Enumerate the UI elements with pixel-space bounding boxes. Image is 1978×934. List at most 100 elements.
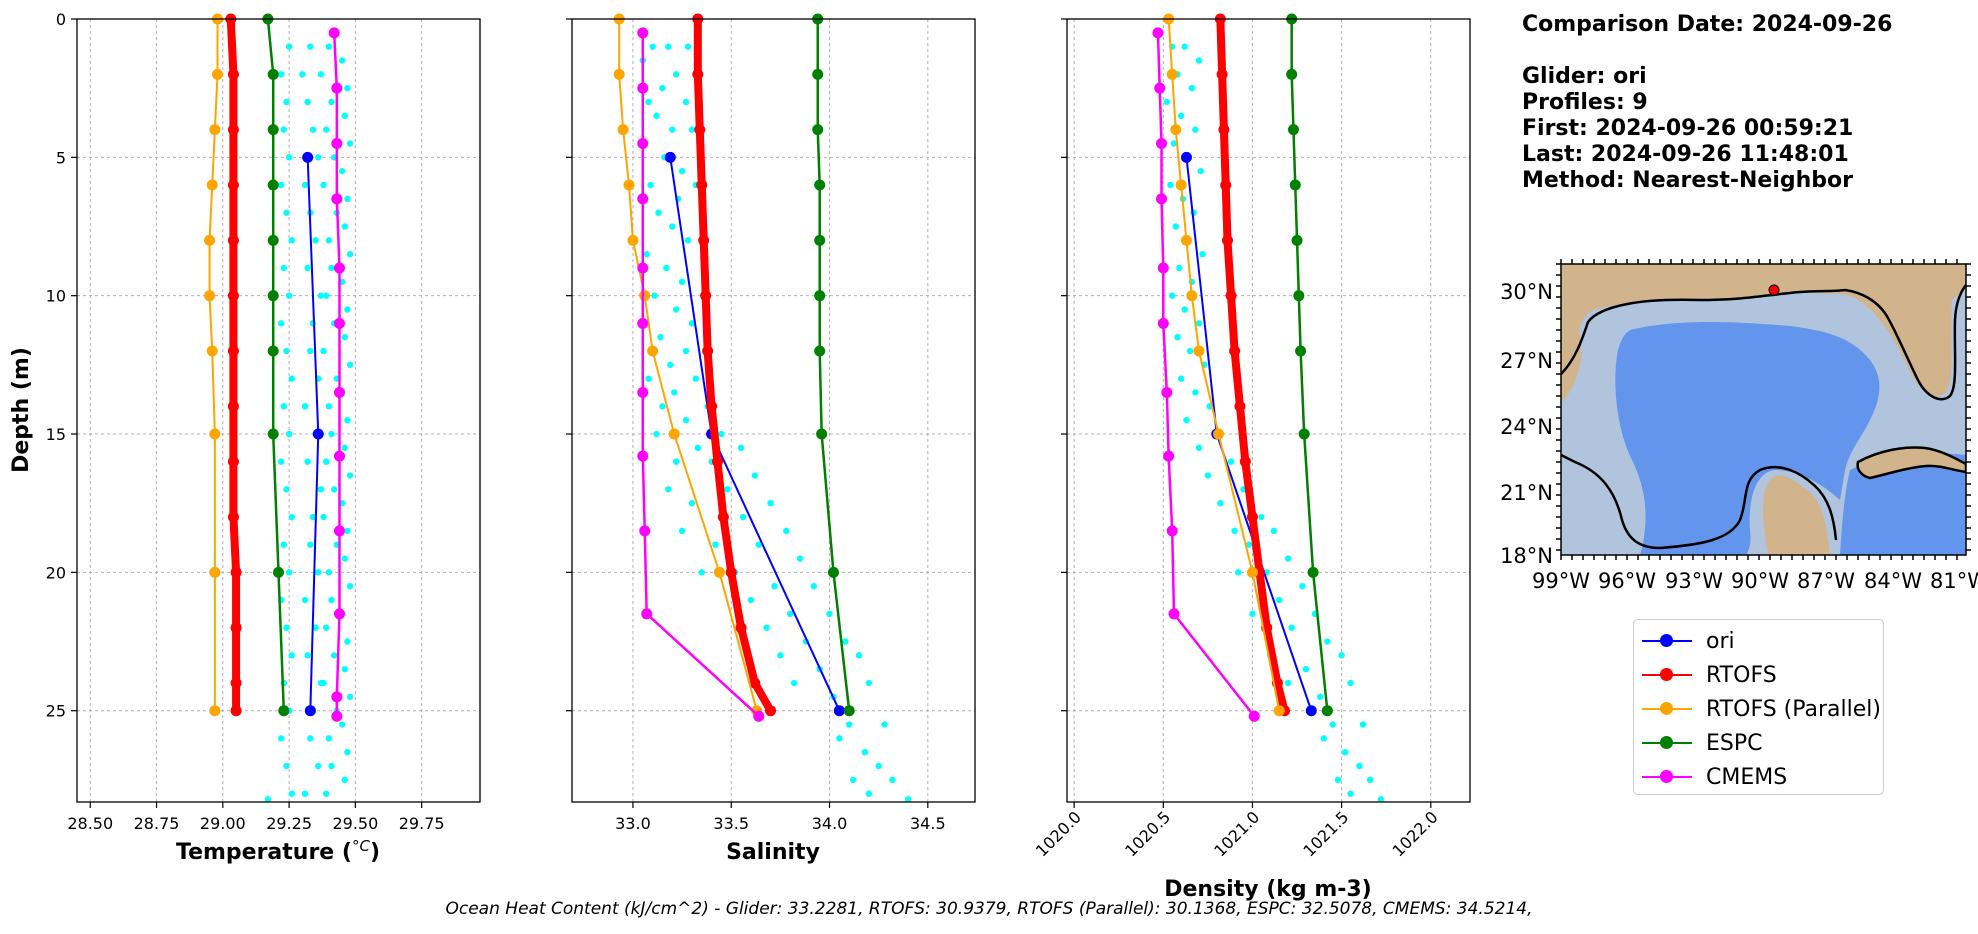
series-marker-rtofs [227, 290, 239, 302]
info-panel: Comparison Date: 2024-09-26 Glider: ori … [1522, 12, 1892, 194]
glider-sample-point [672, 458, 680, 465]
glider-sample-point [1334, 776, 1342, 784]
series-marker-cmems [1168, 608, 1180, 620]
glider-sample-point [1341, 748, 1349, 756]
glider-sample-point [304, 264, 311, 272]
depth-ytick-label: 0 [56, 10, 66, 29]
salinity-xtick-label: 34.0 [812, 814, 848, 833]
glider-sample-point [346, 140, 354, 147]
glider-sample-point [323, 624, 330, 631]
glider-sample-point [1181, 43, 1188, 50]
series-marker-rtofs-parallel [1246, 566, 1258, 578]
glider-sample-point [694, 444, 702, 452]
glider-sample-point [810, 582, 817, 590]
series-marker-cmems [637, 138, 649, 150]
series-marker-rtofs-parallel [713, 566, 725, 578]
series-marker-rtofs [696, 179, 708, 191]
series-marker-rtofs-parallel [1213, 428, 1225, 440]
map-deep-water [1615, 322, 1880, 555]
map-lon-labels: 99°W 96°W 93°W 90°W 87°W 84°W 81°W [1532, 569, 1978, 593]
glider-sample-point [1167, 181, 1174, 189]
series-marker-rtofs [698, 234, 710, 246]
glider-sample-point [341, 333, 348, 341]
glider-sample-point [341, 665, 348, 673]
legend-item-espc: ESPC [1634, 726, 1883, 760]
glider-sample-point [341, 223, 348, 230]
glider-sample-point [889, 776, 896, 784]
series-marker-espc [843, 705, 855, 717]
legend-label-cmems: CMEMS [1706, 764, 1788, 790]
glider-sample-point [682, 416, 690, 424]
glider-sample-point [875, 762, 882, 770]
glider-sample-point [344, 527, 351, 535]
temperature-xtick-label: 28.50 [67, 814, 113, 833]
glider-sample-point [1377, 796, 1385, 803]
glider-sample-point [1302, 665, 1310, 673]
density-series [1152, 13, 1333, 722]
glider-sample-point [739, 513, 747, 521]
series-line-rtofs [226, 15, 241, 715]
glider-sample-point [1204, 472, 1212, 479]
glider-sample-point [301, 790, 309, 797]
temperature-yticks: 0 5 10 15 20 25 [46, 10, 77, 721]
glider-sample-point [317, 292, 325, 299]
glider-sample-point [755, 541, 762, 548]
density-xtick-label: 1022.0 [1389, 807, 1442, 860]
series-marker-rtofs [230, 622, 242, 634]
series-marker-rtofs [227, 456, 239, 468]
glider-sample-point [1217, 499, 1224, 507]
map-cuba [1856, 446, 1966, 480]
glider-sample-point [1177, 112, 1185, 120]
glider-sample-point [283, 624, 290, 631]
lat-label-27n: 27°N [1500, 349, 1553, 373]
glider-location-marker [1768, 284, 1780, 296]
series-marker-rtofs [725, 566, 737, 578]
glider-sample-point [288, 513, 295, 521]
legend-label-espc: ESPC [1706, 730, 1763, 756]
glider-sample-point [280, 126, 288, 133]
glider-sample-point [283, 209, 290, 216]
series-marker-espc [267, 124, 279, 136]
series-marker-rtofs [735, 622, 747, 634]
glider-sample-point [865, 679, 873, 687]
glider-sample-point [688, 126, 696, 133]
series-marker-cmems [637, 82, 649, 94]
series-marker-rtofs-parallel [627, 234, 639, 246]
glider-sample-point [1186, 347, 1194, 355]
first-time: First: 2024-09-26 00:59:21 [1522, 116, 1854, 141]
legend-label-rtofs-parallel: RTOFS (Parallel) [1706, 696, 1881, 722]
glider-sample-point [836, 735, 843, 742]
glider-sample-point [288, 652, 295, 659]
glider-sample-point [651, 292, 658, 299]
temperature-xtick-label: 29.50 [332, 814, 378, 833]
series-marker-rtofs [700, 290, 712, 302]
glider-sample-point [1249, 610, 1256, 618]
series-marker-cmems [637, 450, 649, 462]
glider-sample-point [307, 43, 314, 50]
glider-sample-point [280, 403, 288, 410]
glider-sample-point [344, 195, 351, 203]
series-marker-rtofs [765, 705, 777, 717]
glider-sample-point [1183, 416, 1190, 424]
series-marker-cmems [1157, 262, 1169, 274]
glider-sample-point [787, 610, 794, 618]
glider-sample-point [315, 762, 322, 770]
glider-sample-point [1177, 375, 1185, 382]
temperature-xticks: 28.50 28.75 29.00 29.25 29.50 29.75 [67, 802, 445, 833]
series-marker-espc [814, 234, 826, 246]
legend-swatch-cmems [1642, 760, 1692, 794]
glider-sample-point [325, 43, 333, 50]
glider-sample-point [330, 486, 338, 493]
series-marker-rtofs [749, 677, 761, 689]
glider-sample-point [1366, 776, 1374, 784]
glider-sample-point [684, 237, 692, 244]
glider-sample-point [346, 250, 354, 258]
series-marker-espc [814, 290, 826, 302]
series-marker-cmems [637, 27, 649, 39]
glider-sample-point [1192, 126, 1199, 133]
series-marker-rtofs [1220, 179, 1232, 191]
temperature-panel: 28.50 28.75 29.00 29.25 29.50 29.75 0 5 10 15 20 2… [9, 10, 481, 865]
glider-sample-point [1227, 458, 1235, 465]
lon-label-99w: 99°W [1532, 569, 1590, 593]
series-marker-cmems [1152, 27, 1164, 39]
